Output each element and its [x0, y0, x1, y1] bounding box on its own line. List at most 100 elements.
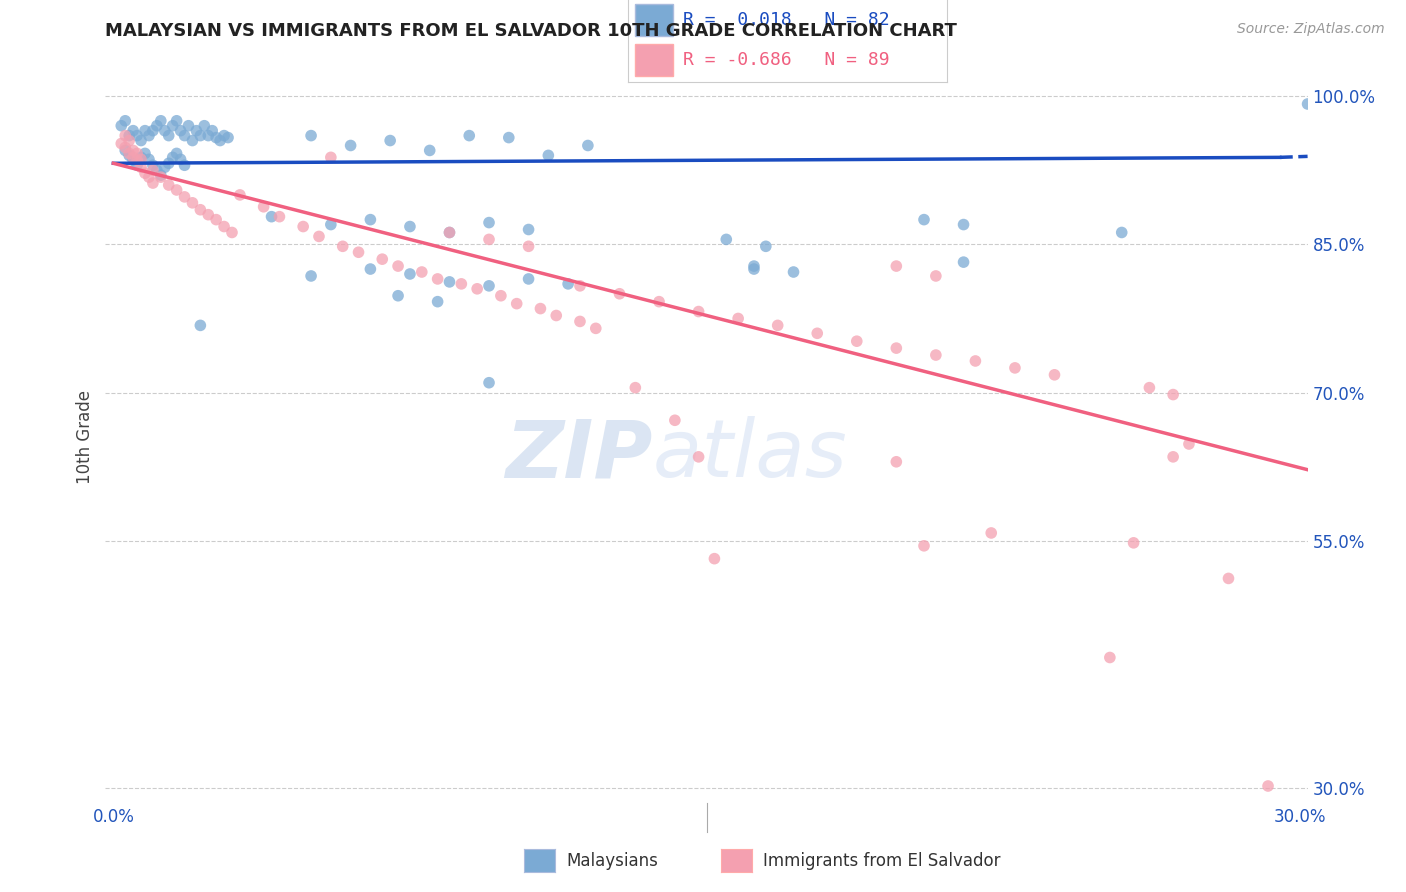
Point — [624, 381, 647, 395]
Text: MALAYSIAN VS IMMIGRANTS FROM EL SALVADOR 10TH GRADE CORRELATION CHART: MALAYSIAN VS IMMIGRANTS FROM EL SALVADOR… — [105, 22, 957, 40]
Point — [450, 277, 472, 291]
Point — [1004, 360, 1026, 375]
Point — [197, 128, 219, 143]
Point — [688, 450, 710, 464]
Point — [426, 272, 449, 286]
Point — [260, 210, 283, 224]
Point — [458, 128, 481, 143]
Point — [142, 123, 165, 137]
Y-axis label: 10th Grade: 10th Grade — [76, 390, 94, 484]
Point — [925, 268, 948, 283]
Point — [209, 134, 232, 148]
Point — [181, 134, 204, 148]
Point — [169, 153, 191, 167]
Point — [188, 202, 212, 217]
Point — [197, 208, 219, 222]
Point — [157, 156, 180, 170]
Point — [411, 265, 433, 279]
Point — [339, 138, 361, 153]
FancyBboxPatch shape — [634, 4, 673, 36]
Point — [127, 128, 149, 143]
Point — [359, 212, 381, 227]
Point — [166, 183, 188, 197]
Point — [568, 314, 592, 328]
Point — [766, 318, 789, 333]
Point — [212, 128, 235, 143]
Point — [478, 278, 501, 293]
Point — [688, 304, 710, 318]
Point — [648, 294, 671, 309]
Point — [716, 232, 738, 246]
Point — [568, 278, 592, 293]
Point — [439, 226, 461, 240]
Point — [347, 245, 370, 260]
Point — [1218, 571, 1240, 585]
FancyBboxPatch shape — [634, 44, 673, 76]
Point — [1098, 650, 1121, 665]
Text: Immigrants from El Salvador: Immigrants from El Salvador — [762, 852, 1000, 870]
Point — [186, 123, 208, 137]
Point — [557, 277, 579, 291]
Point — [952, 218, 974, 232]
Point — [755, 239, 778, 253]
Point — [308, 229, 330, 244]
Point — [478, 232, 501, 246]
Point — [146, 163, 169, 178]
Point — [912, 212, 935, 227]
Point — [965, 354, 987, 368]
Point — [299, 268, 322, 283]
Point — [742, 259, 765, 273]
Point — [387, 259, 409, 273]
Text: Source: ZipAtlas.com: Source: ZipAtlas.com — [1237, 22, 1385, 37]
Point — [439, 226, 461, 240]
Point — [193, 119, 215, 133]
Point — [129, 134, 152, 148]
Text: R =  0.018   N = 82: R = 0.018 N = 82 — [682, 11, 889, 29]
Point — [925, 348, 948, 362]
Point — [138, 153, 160, 167]
Point — [221, 226, 243, 240]
Point — [146, 119, 169, 133]
Point — [269, 210, 291, 224]
Point — [319, 218, 342, 232]
Point — [380, 134, 402, 148]
Point — [157, 178, 180, 192]
Point — [122, 144, 145, 158]
Point — [359, 262, 381, 277]
Point — [153, 160, 176, 174]
Point — [188, 128, 212, 143]
Point — [609, 286, 631, 301]
Point — [1043, 368, 1066, 382]
Point — [506, 296, 529, 310]
Point — [1257, 779, 1279, 793]
Point — [886, 259, 908, 273]
Point — [576, 138, 599, 153]
Point — [546, 309, 568, 323]
Point — [169, 123, 191, 137]
Point — [537, 148, 560, 162]
Point — [399, 219, 422, 234]
Point — [181, 195, 204, 210]
Point — [205, 212, 228, 227]
Point — [142, 163, 165, 178]
Point — [110, 136, 132, 151]
Point — [134, 123, 156, 137]
Point — [118, 146, 141, 161]
Point — [127, 158, 149, 172]
Point — [122, 150, 145, 164]
Point — [173, 190, 195, 204]
Text: atlas: atlas — [652, 417, 848, 494]
Point — [118, 128, 141, 143]
Point — [912, 539, 935, 553]
Point — [371, 252, 394, 267]
Point — [134, 166, 156, 180]
Point — [1161, 450, 1184, 464]
Point — [217, 130, 239, 145]
Point — [806, 326, 828, 341]
Point — [980, 525, 1002, 540]
Point — [127, 153, 149, 168]
Point — [886, 341, 908, 355]
Point — [498, 130, 520, 145]
Point — [129, 160, 152, 174]
Point — [114, 144, 136, 158]
